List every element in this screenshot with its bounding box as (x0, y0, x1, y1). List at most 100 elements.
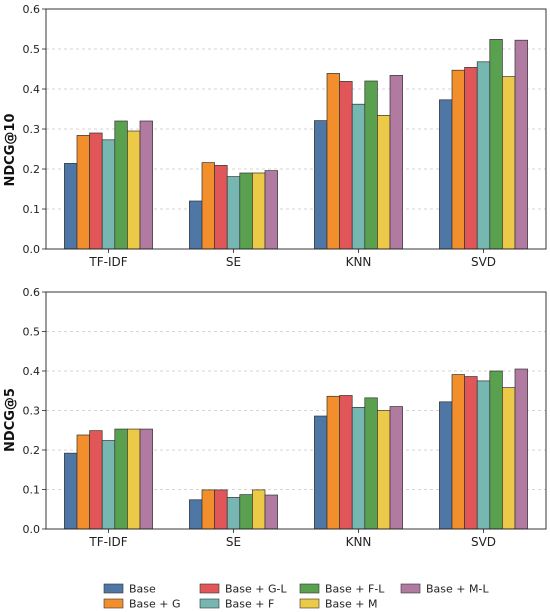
x-tick-label: TF-IDF (88, 535, 127, 549)
bar-tf-idf-base (64, 452, 78, 530)
bar-tf-idf-base-g-l (89, 132, 103, 250)
legend-label: Base + G (129, 598, 181, 611)
legend-swatch (199, 598, 220, 609)
y-tick-label: 0.3 (23, 405, 41, 418)
bar-knn-base-f-l (364, 397, 378, 530)
y-axis-label: NDCG@10 (3, 114, 18, 187)
bar-knn-base-g (326, 395, 340, 530)
bar-tf-idf-base-m (127, 130, 141, 250)
bar-svd-base-g-l (464, 67, 478, 250)
y-tick-label: 0.5 (23, 326, 41, 339)
bar-se-base-m-l (264, 494, 278, 530)
x-tick-label: SE (226, 535, 241, 549)
bar-tf-idf-base-m (127, 428, 141, 530)
legend-swatch (103, 598, 124, 609)
bar-svd-base-g (451, 374, 465, 530)
bar-tf-idf-base-f (101, 440, 116, 530)
bar-tf-idf-base-f (101, 139, 116, 250)
legend-label: Base + M-L (426, 583, 489, 596)
legend-swatch (400, 583, 421, 594)
bar-se-base (189, 200, 203, 250)
y-tick-label: 0.6 (23, 286, 41, 299)
legend-label: Base + F (225, 598, 274, 611)
bar-se-base-f-l (239, 172, 253, 250)
bar-tf-idf-base (64, 163, 78, 250)
bar-svd-base-f (476, 61, 491, 250)
y-tick-label: 0.0 (23, 243, 41, 256)
bar-knn-base (314, 120, 328, 250)
bar-svd-base-m-l (514, 39, 528, 250)
legend-swatch (199, 583, 220, 594)
bar-knn-base-m (377, 115, 391, 250)
y-axis-label: NDCG@5 (3, 388, 18, 452)
bar-se-base-f (226, 497, 241, 530)
chart-ndcg5: 0.0 0.1 0.2 0.3 0.4 0.5 0.6 TF-IDF SE KNN SVD NDCG@… (3, 286, 547, 549)
bar-tf-idf-base-m-l (139, 428, 153, 530)
legend-swatch (103, 583, 124, 594)
bar-knn-base-m (377, 410, 391, 530)
chart-ndcg10: 0.0 0.1 0.2 0.3 0.4 0.5 0.6 TF-IDF SE KNN SVD NDCG@… (3, 3, 547, 269)
y-tick-label: 0.4 (23, 365, 41, 378)
x-tick-label: SE (226, 255, 241, 269)
bar-se-base-g-l (214, 489, 228, 530)
x-tick-label: TF-IDF (88, 255, 127, 269)
y-tick-label: 0.5 (23, 43, 41, 56)
bar-svd-base (439, 401, 453, 530)
bar-knn-base-g-l (339, 395, 353, 530)
bar-tf-idf-base-g (76, 135, 90, 250)
x-tick-label: KNN (346, 255, 372, 269)
bar-se-base-f (226, 176, 241, 250)
bar-knn-base-f-l (364, 80, 378, 250)
bar-knn-base-g-l (339, 81, 353, 250)
bar-tf-idf-base-g-l (89, 430, 103, 530)
bar-se-base-g (201, 489, 215, 530)
legend: Base Base + G Base + G-L Base + F Base + F-L… (103, 583, 489, 611)
bar-knn-base-g (326, 73, 340, 250)
bar-se-base (189, 499, 203, 530)
bar-knn-base-f (351, 406, 366, 530)
plot-frame (45, 8, 547, 250)
bar-svd-base-f (476, 380, 491, 530)
bar-svd-base (439, 99, 453, 250)
bar-knn-base-m-l (389, 75, 403, 250)
x-tick-label: SVD (471, 535, 496, 549)
bar-knn-base (314, 415, 328, 530)
bar-tf-idf-base-g (76, 434, 90, 530)
y-tick-label: 0.2 (23, 444, 41, 457)
bar-se-base-g (201, 162, 215, 250)
y-tick-label: 0.6 (23, 3, 41, 16)
bar-se-base-g-l (214, 165, 228, 250)
bar-svd-base-f-l (489, 39, 503, 250)
y-tick-label: 0.1 (23, 203, 41, 216)
bar-se-base-m (252, 172, 266, 250)
x-tick-label: SVD (471, 255, 496, 269)
x-tick-label: KNN (346, 535, 372, 549)
y-tick-label: 0.4 (23, 83, 41, 96)
bar-knn-base-f (351, 103, 366, 250)
legend-swatch (299, 598, 320, 609)
bar-svd-base-m (502, 387, 516, 530)
legend-label: Base + G-L (225, 583, 287, 596)
bar-tf-idf-base-f-l (114, 120, 128, 250)
bar-se-base-m-l (264, 170, 278, 250)
bar-svd-base-m (502, 76, 516, 250)
bar-svd-base-g (451, 69, 465, 250)
legend-swatch (299, 583, 320, 594)
y-tick-label: 0.3 (23, 123, 41, 136)
y-tick-label: 0.2 (23, 163, 41, 176)
bar-svd-base-m-l (514, 368, 528, 530)
y-tick-label: 0.1 (23, 484, 41, 497)
bar-knn-base-m-l (389, 406, 403, 530)
legend-label: Base + M (325, 598, 378, 611)
plot-frame (45, 291, 547, 530)
bar-svd-base-f-l (489, 370, 503, 530)
bar-tf-idf-base-m-l (139, 120, 153, 250)
legend-label: Base (129, 583, 156, 596)
legend-label: Base + F-L (325, 583, 385, 596)
bar-se-base-m (252, 489, 266, 530)
bar-tf-idf-base-f-l (114, 428, 128, 530)
y-tick-label: 0.0 (23, 523, 41, 536)
bar-svd-base-g-l (464, 376, 478, 530)
bar-se-base-f-l (239, 494, 253, 530)
